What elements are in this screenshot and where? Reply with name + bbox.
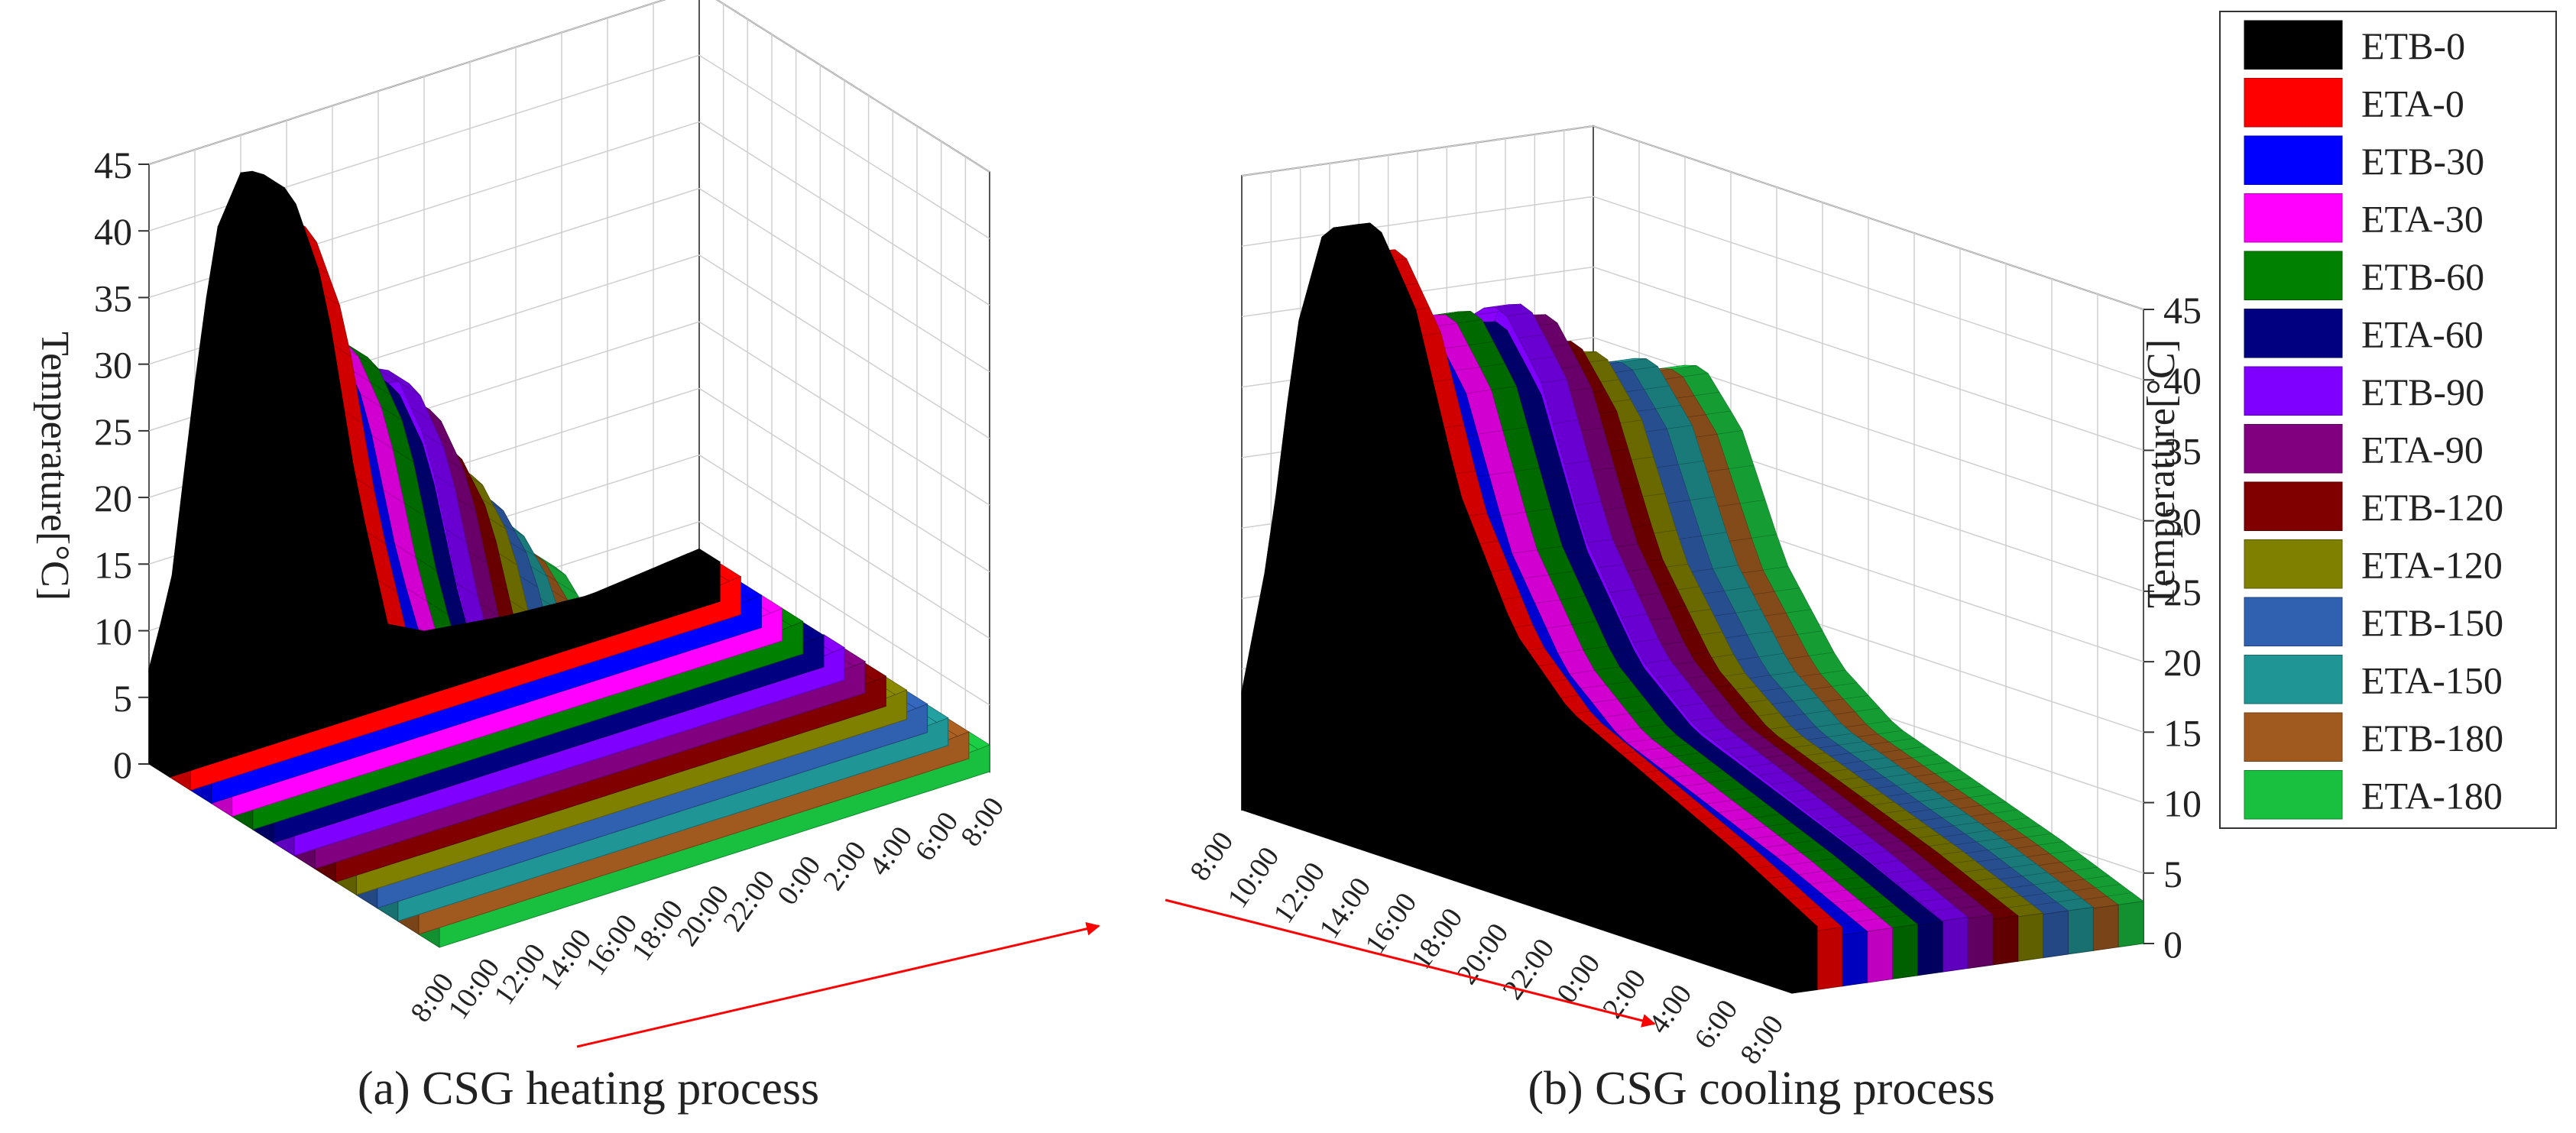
z-axis-label: Temperature[°C]	[2140, 339, 2183, 608]
z-tick-label: 5	[2163, 853, 2182, 895]
z-axis: 0 5 10 15 20 25 30 35 40 45 Temperature[°C]	[33, 144, 149, 786]
legend-item: ETA-0	[2244, 78, 2464, 128]
time-tick-label: 6:00	[909, 806, 964, 866]
legend-label: ETB-60	[2361, 255, 2484, 298]
legend-label: ETB-90	[2361, 371, 2484, 413]
z-tick-label: 40	[94, 210, 132, 253]
z-tick-label: 20	[2163, 641, 2202, 684]
panel-a-heating-chart: 051015202530354045Temperature[°C]8:0010:…	[33, 0, 1010, 1028]
legend-item: ETB-30	[2244, 135, 2484, 185]
legend-swatch	[2244, 770, 2343, 820]
time-tick-label: 4:00	[863, 821, 919, 881]
z-axis-label: Temperature[°C]	[33, 332, 76, 600]
z-tick-label: 15	[94, 543, 132, 586]
legend-item: ETB-120	[2244, 481, 2503, 531]
legend-label: ETA-90	[2361, 428, 2484, 471]
z-tick-label: 20	[94, 477, 132, 520]
legend-label: ETB-180	[2361, 717, 2503, 759]
legend-item: ETB-180	[2244, 712, 2503, 762]
time-tick-label: 8:00	[1734, 1009, 1790, 1070]
legend-swatch	[2244, 193, 2343, 243]
legend-swatch	[2244, 655, 2343, 704]
series-ribbon	[148, 170, 721, 779]
legend-label: ETB-30	[2361, 140, 2484, 183]
legend-swatch	[2244, 135, 2343, 185]
z-tick-label: 0	[2163, 923, 2182, 966]
time-tick-label: 0:00	[771, 850, 827, 911]
legend-label: ETA-60	[2361, 312, 2484, 355]
z-tick-label: 0	[113, 743, 132, 786]
legend-item: ETA-60	[2244, 309, 2484, 358]
legend-swatch	[2244, 251, 2343, 300]
legend-item: ETA-150	[2244, 655, 2503, 704]
legend-label: ETB-150	[2361, 601, 2503, 644]
z-tick-label: 30	[94, 344, 132, 387]
legend-swatch	[2244, 712, 2343, 762]
z-tick-label: 25	[2163, 571, 2202, 613]
legend-label: ETA-120	[2361, 543, 2503, 586]
series-ribbon	[1241, 222, 1818, 994]
legend-swatch	[2244, 597, 2343, 646]
z-tick-label: 15	[2163, 711, 2202, 754]
z-tick-label: 30	[2163, 500, 2202, 543]
z-tick-label: 35	[94, 277, 132, 319]
legend-swatch	[2244, 539, 2343, 589]
legend-item: ETB-150	[2244, 597, 2503, 646]
legend-item: ETA-120	[2244, 539, 2503, 589]
legend-label: ETA-30	[2361, 197, 2484, 240]
legend-frame	[2219, 11, 2557, 829]
legend-swatch	[2244, 78, 2343, 128]
legend-label: ETB-120	[2361, 486, 2503, 529]
time-tick-label: 6:00	[1688, 994, 1744, 1054]
time-tick-label: 8:00	[954, 791, 1010, 852]
z-tick-label: 45	[94, 144, 132, 186]
legend-item: ETB-60	[2244, 251, 2484, 300]
legend-item: ETA-30	[2244, 193, 2484, 243]
z-tick-label: 45	[2163, 289, 2202, 332]
z-tick-label: 25	[94, 410, 132, 453]
z-axis: 0 5 10 15 20 25 30 35 40 45 Temperature[°C]	[2140, 289, 2202, 966]
legend-item: ETA-90	[2244, 424, 2484, 474]
time-direction-arrow-b	[1165, 898, 1656, 1028]
time-direction-arrow-a	[576, 921, 1100, 1048]
legend-label: ETB-0	[2361, 24, 2465, 67]
time-tick-label: 2:00	[817, 836, 873, 896]
z-tick-label: 40	[2163, 359, 2202, 402]
legend-item: ETB-0	[2244, 20, 2465, 70]
z-tick-label: 10	[94, 610, 132, 653]
legend-label: ETA-0	[2361, 82, 2464, 125]
panel-b-title: (b) CSG cooling process	[1528, 1063, 1994, 1115]
z-tick-label: 5	[113, 677, 132, 720]
legend-item: ETA-180	[2244, 770, 2503, 820]
legend-item: ETB-90	[2244, 366, 2484, 416]
legend-label: ETA-150	[2361, 659, 2503, 701]
legend-swatch	[2244, 309, 2343, 358]
legend-swatch	[2244, 424, 2343, 474]
legend-label: ETA-180	[2361, 774, 2503, 817]
z-tick-label: 35	[2163, 429, 2202, 472]
legend-swatch	[2244, 366, 2343, 416]
legend: ETB-0 ETA-0 ETB-30 ETA-30 ETB-60 ETA-60 ETB-90…	[2219, 11, 2557, 829]
panel-a-title: (a) CSG heating process	[358, 1063, 819, 1115]
legend-swatch	[2244, 20, 2343, 70]
legend-swatch	[2244, 481, 2343, 531]
time-tick-label: 4:00	[1642, 979, 1698, 1039]
panel-b-cooling-chart: 051015202530354045Temperature[°C]8:0010:…	[1184, 125, 2202, 1070]
time-tick-label: 8:00	[1184, 826, 1239, 886]
z-tick-label: 10	[2163, 782, 2202, 825]
